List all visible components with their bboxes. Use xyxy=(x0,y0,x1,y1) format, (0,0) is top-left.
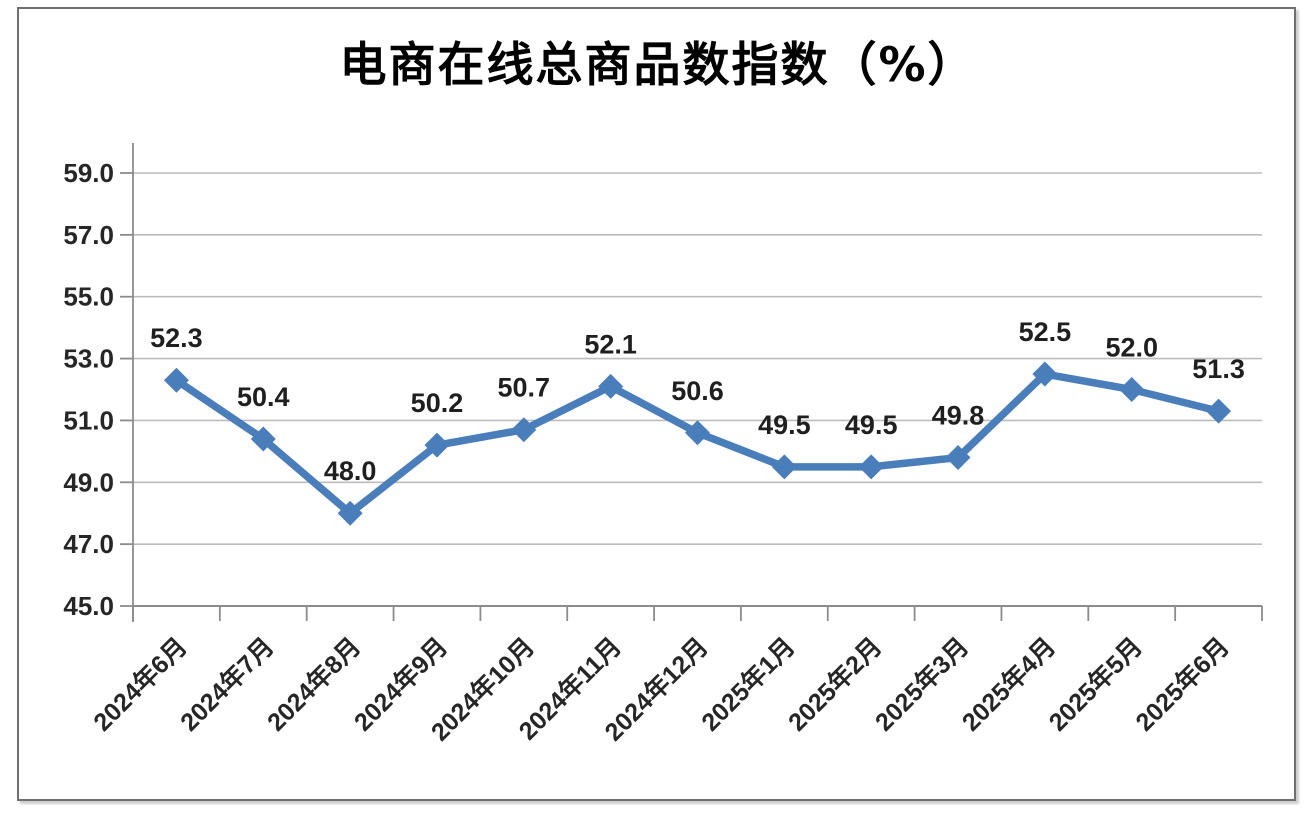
data-label: 52.5 xyxy=(1019,317,1072,347)
data-label: 48.0 xyxy=(324,456,377,486)
chart-title: 电商在线总商品数指数（%） xyxy=(339,38,977,93)
y-tick-label: 59.0 xyxy=(63,158,114,188)
data-point-marker xyxy=(337,500,363,526)
data-point-marker xyxy=(945,445,971,471)
x-tick-label: 2025年3月 xyxy=(869,632,974,737)
data-label: 49.8 xyxy=(932,401,985,431)
data-point-marker xyxy=(685,420,710,446)
data-label: 51.3 xyxy=(1192,354,1245,384)
data-point-marker xyxy=(250,426,276,452)
data-label: 52.3 xyxy=(150,323,203,353)
x-tick-label: 2025年2月 xyxy=(782,632,887,737)
x-tick-label: 2025年5月 xyxy=(1043,632,1148,737)
y-tick-label: 45.0 xyxy=(63,591,114,621)
data-point-marker xyxy=(1119,377,1145,402)
x-tick-label: 2025年4月 xyxy=(956,632,1061,737)
data-point-marker xyxy=(1032,361,1058,387)
x-tick-label: 2025年1月 xyxy=(696,632,801,737)
x-tick-label: 2024年8月 xyxy=(261,632,366,737)
data-point-marker xyxy=(598,373,624,399)
data-label: 50.7 xyxy=(498,373,551,403)
data-label: 50.2 xyxy=(411,388,464,418)
data-point-marker xyxy=(858,454,884,480)
y-tick-label: 55.0 xyxy=(63,282,114,312)
data-label: 49.5 xyxy=(845,410,898,440)
data-point-marker xyxy=(163,367,189,393)
data-label: 49.5 xyxy=(758,410,811,440)
data-point-marker xyxy=(511,417,537,443)
y-tick-label: 57.0 xyxy=(63,220,114,250)
data-point-marker xyxy=(771,454,797,480)
data-point-marker xyxy=(424,432,450,458)
data-label: 50.6 xyxy=(671,376,724,406)
y-tick-label: 51.0 xyxy=(63,405,114,435)
x-tick-label: 2024年7月 xyxy=(174,632,279,737)
data-label: 52.0 xyxy=(1105,333,1158,363)
data-point-marker xyxy=(1206,398,1232,424)
data-label: 52.1 xyxy=(584,329,637,359)
y-tick-label: 47.0 xyxy=(63,529,114,559)
x-tick-label: 2024年6月 xyxy=(88,632,193,737)
x-tick-label: 2025年6月 xyxy=(1130,632,1235,737)
data-label: 50.4 xyxy=(237,382,290,412)
y-tick-label: 49.0 xyxy=(63,467,114,497)
chart-frame xyxy=(17,7,1296,801)
y-tick-label: 53.0 xyxy=(63,344,114,374)
